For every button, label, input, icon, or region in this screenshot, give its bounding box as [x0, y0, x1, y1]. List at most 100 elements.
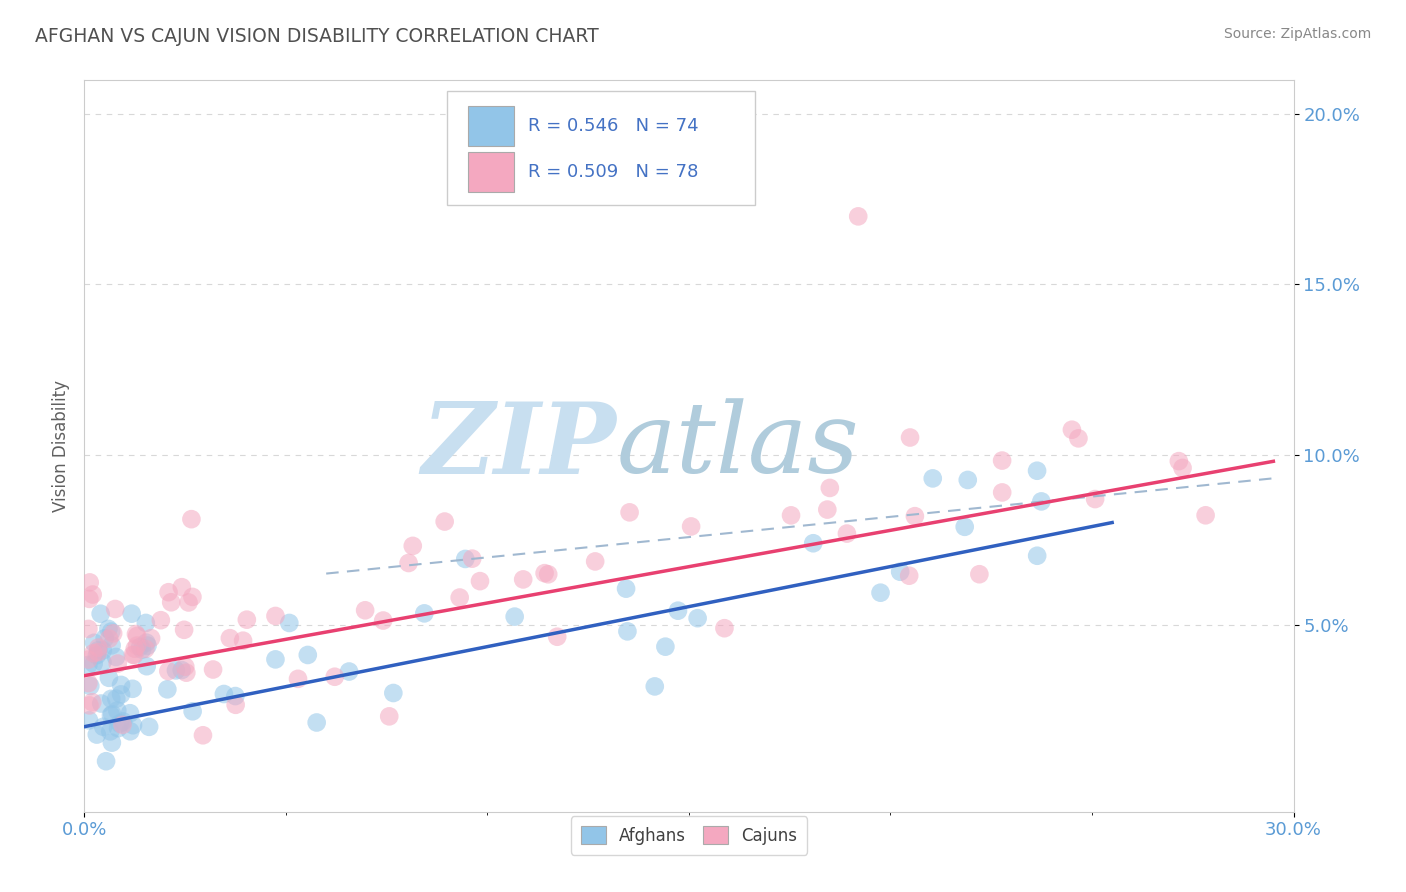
- Point: [87, 640, 110, 655]
- Point: [97, 622, 120, 636]
- Point: [337, 665, 360, 679]
- Point: [157, 585, 180, 599]
- Point: [449, 591, 471, 605]
- Point: [135, 659, 157, 673]
- Point: [97, 671, 120, 685]
- Point: [82, 695, 104, 709]
- Point: [398, 556, 420, 570]
- Point: [686, 611, 709, 625]
- Point: [87, 643, 110, 657]
- Point: [129, 640, 152, 654]
- Point: [94, 754, 117, 768]
- Point: [177, 595, 200, 609]
- Point: [378, 709, 401, 723]
- Point: [110, 687, 132, 701]
- Point: [212, 687, 235, 701]
- Point: [614, 582, 637, 596]
- Point: [79, 591, 101, 606]
- Point: [121, 681, 143, 696]
- Text: atlas: atlas: [616, 399, 859, 493]
- Point: [1167, 454, 1189, 468]
- Point: [835, 526, 858, 541]
- Point: [503, 609, 526, 624]
- Point: [654, 640, 676, 654]
- Point: [869, 585, 891, 599]
- Point: [173, 623, 195, 637]
- Point: [413, 607, 436, 621]
- Point: [468, 574, 491, 588]
- Point: [801, 536, 824, 550]
- Point: [264, 652, 287, 666]
- Point: [583, 554, 606, 568]
- Point: [122, 718, 145, 732]
- Point: [100, 691, 122, 706]
- Point: [616, 624, 638, 639]
- Point: [1026, 464, 1049, 478]
- Point: [90, 607, 112, 621]
- Point: [373, 614, 395, 628]
- Point: [323, 670, 346, 684]
- Point: [1084, 491, 1107, 506]
- Point: [1194, 508, 1216, 523]
- Point: [225, 698, 247, 712]
- Bar: [468, 152, 513, 192]
- Point: [135, 615, 157, 630]
- Point: [232, 633, 254, 648]
- Point: [110, 678, 132, 692]
- Text: ZIP: ZIP: [422, 398, 616, 494]
- Point: [107, 657, 129, 671]
- Bar: [468, 106, 513, 146]
- Point: [127, 639, 149, 653]
- Point: [170, 580, 193, 594]
- Point: [278, 615, 301, 630]
- Point: [898, 568, 921, 582]
- Point: [191, 728, 214, 742]
- Point: [236, 613, 259, 627]
- Point: [818, 481, 841, 495]
- Point: [904, 509, 927, 524]
- Point: [991, 485, 1014, 500]
- Point: [139, 631, 162, 645]
- Point: [125, 627, 148, 641]
- Point: [100, 624, 122, 639]
- Point: [149, 613, 172, 627]
- Point: [98, 724, 121, 739]
- Point: [644, 680, 666, 694]
- Y-axis label: Vision Disability: Vision Disability: [52, 380, 70, 512]
- Point: [953, 520, 976, 534]
- Point: [90, 697, 112, 711]
- Point: [402, 539, 425, 553]
- Point: [83, 657, 105, 671]
- Point: [181, 704, 204, 718]
- Point: [780, 508, 803, 523]
- Point: [135, 635, 157, 649]
- Point: [170, 663, 193, 677]
- Point: [181, 590, 204, 604]
- Point: [546, 630, 568, 644]
- Point: [297, 648, 319, 662]
- Point: [287, 672, 309, 686]
- Point: [1171, 461, 1194, 475]
- Point: [1060, 423, 1083, 437]
- Point: [86, 728, 108, 742]
- Point: [537, 567, 560, 582]
- Point: [157, 664, 180, 678]
- Point: [107, 721, 129, 735]
- Point: [104, 602, 127, 616]
- Point: [305, 715, 328, 730]
- Point: [124, 648, 146, 662]
- Point: [79, 698, 101, 713]
- Point: [512, 573, 534, 587]
- Point: [93, 632, 115, 646]
- Point: [82, 588, 104, 602]
- Legend: Afghans, Cajuns: Afghans, Cajuns: [571, 816, 807, 855]
- Point: [101, 736, 124, 750]
- Text: R = 0.509   N = 78: R = 0.509 N = 78: [529, 162, 699, 181]
- Point: [77, 652, 100, 666]
- Point: [454, 552, 477, 566]
- Point: [111, 718, 134, 732]
- Point: [100, 638, 122, 652]
- Text: Source: ZipAtlas.com: Source: ZipAtlas.com: [1223, 27, 1371, 41]
- Point: [433, 515, 456, 529]
- Point: [846, 210, 869, 224]
